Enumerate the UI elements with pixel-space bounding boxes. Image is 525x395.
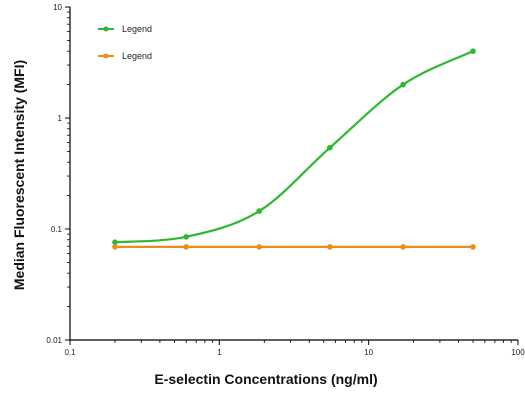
legend: Legend Legend [98, 24, 152, 61]
legend-label: Legend [122, 24, 152, 34]
legend-item: Legend [98, 51, 152, 61]
series-2-point [470, 244, 476, 250]
series-2-point [256, 244, 263, 250]
legend-label: Legend [122, 51, 152, 61]
x-tick-label: 100 [511, 348, 525, 357]
series-2-point [327, 244, 333, 250]
legend-swatch-marker [103, 53, 109, 59]
series-1 [112, 48, 476, 246]
y-tick-label: 0.1 [51, 225, 63, 234]
x-ticks: 0.1 1 10 100 [64, 340, 525, 357]
series-1-point [400, 81, 406, 88]
x-tick-label: 10 [364, 348, 373, 357]
series-2-point [400, 244, 406, 250]
y-axis-title: Median Fluorescent Intensity (MFI) [11, 60, 27, 290]
series-1-point [112, 239, 118, 246]
legend-item: Legend [98, 24, 152, 34]
series-2 [112, 244, 476, 250]
x-tick-label: 1 [217, 348, 222, 357]
series-layer [112, 48, 476, 250]
series-1-point [256, 208, 263, 214]
axes [69, 7, 518, 341]
series-1-point [327, 144, 333, 151]
legend-swatch-marker [103, 26, 109, 32]
x-axis-title: E-selectin Concentrations (ng/ml) [154, 371, 377, 387]
y-ticks: 0.01 0.1 1 10 [46, 3, 70, 345]
y-tick-label: 1 [58, 114, 63, 123]
series-2-point [183, 244, 190, 250]
series-1-point [183, 234, 190, 240]
y-tick-label: 10 [53, 3, 62, 12]
x-tick-label: 0.1 [64, 348, 76, 357]
series-2-point [112, 244, 118, 250]
series-1-point [470, 48, 476, 54]
y-tick-label: 0.01 [46, 336, 62, 345]
series-1-line [114, 50, 474, 244]
